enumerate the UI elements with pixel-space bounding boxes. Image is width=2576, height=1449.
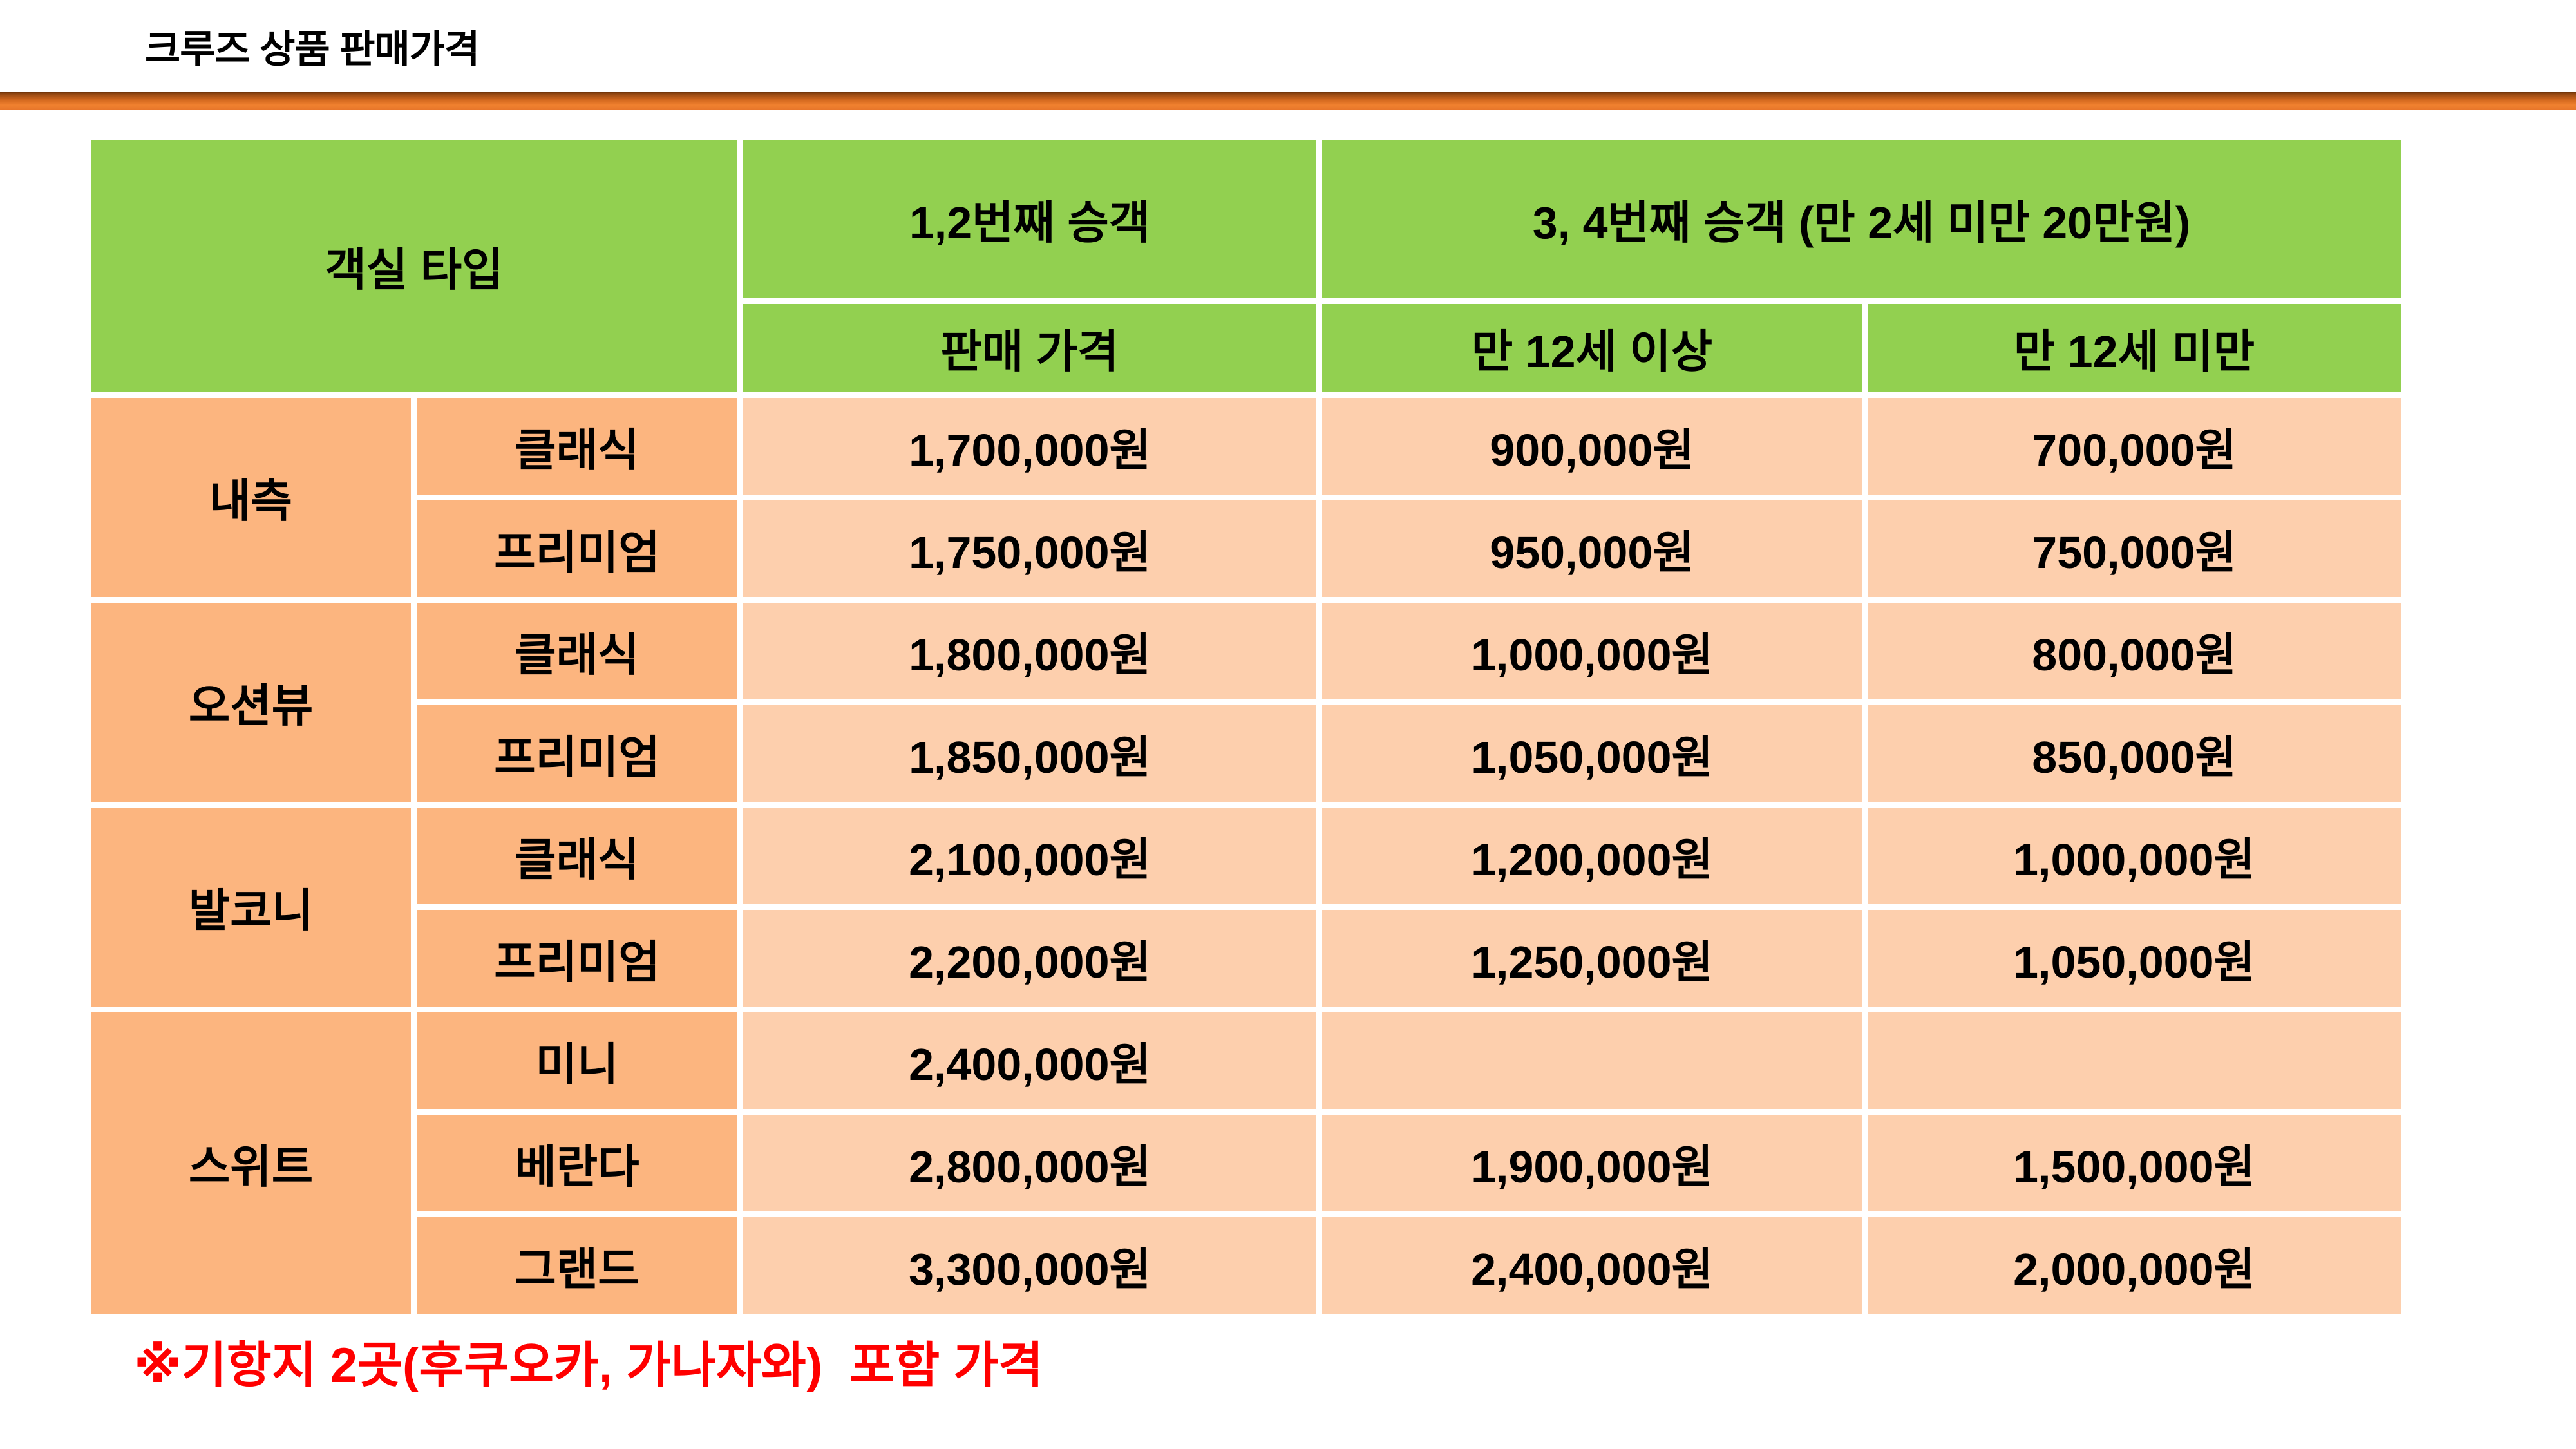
cell-sale-price: 1,700,000원 [743, 398, 1316, 495]
cell-tier: 프리미엄 [417, 500, 737, 597]
table-row-balcony-classic: 발코니 클래식 2,100,000원 1,200,000원 1,000,000원 [91, 808, 2401, 1007]
cell-under12: 1,500,000원 [1868, 1115, 2401, 1211]
header-age-12-over: 만 12세 이상 [1322, 304, 1862, 392]
cell-over12: 1,250,000원 [1322, 910, 1862, 1007]
group-label-inside: 내측 [91, 398, 411, 597]
cell-under12: 1,050,000원 [1868, 910, 2401, 1007]
cell-over12: 900,000원 [1322, 398, 1862, 495]
cell-tier: 프리미엄 [417, 705, 737, 802]
cell-tier: 클래식 [417, 808, 737, 904]
cell-tier: 클래식 [417, 603, 737, 699]
cell-sale-price: 2,800,000원 [743, 1115, 1316, 1211]
cell-over12: 2,400,000원 [1322, 1217, 1862, 1314]
page-title: 크루즈 상품 판매가격 [145, 28, 480, 71]
cell-over12: 1,050,000원 [1322, 705, 1862, 802]
table-row-balcony-premium: 프리미엄 2,200,000원 1,250,000원 1,050,000원 [91, 910, 2401, 1007]
cell-under12: 1,000,000원 [1868, 808, 2401, 904]
cell-over12: 950,000원 [1322, 500, 1862, 597]
group-label-oceanview: 오션뷰 [91, 603, 411, 802]
table-row-inside-premium: 프리미엄 1,750,000원 950,000원 750,000원 [91, 500, 2401, 597]
cell-under12: 750,000원 [1868, 500, 2401, 597]
cell-sale-price: 2,100,000원 [743, 808, 1316, 904]
header-row-2: 판매 가격 만 12세 이상 만 12세 미만 [91, 304, 2401, 392]
cell-tier: 그랜드 [417, 1217, 737, 1314]
cell-tier: 프리미엄 [417, 910, 737, 1007]
header-room-type: 객실 타입 [91, 140, 737, 392]
header-passenger-1-2: 1,2번째 승객 [743, 140, 1316, 298]
cell-under12: 800,000원 [1868, 603, 2401, 699]
cell-under12: 850,000원 [1868, 705, 2401, 802]
cell-over12 [1322, 1012, 1862, 1109]
cell-under12: 700,000원 [1868, 398, 2401, 495]
table-row-suite-veranda: 베란다 2,800,000원 1,900,000원 1,500,000원 [91, 1115, 2401, 1211]
cell-sale-price: 2,200,000원 [743, 910, 1316, 1007]
table-row-inside-classic: 내측 클래식 1,700,000원 900,000원 700,000원 [91, 398, 2401, 597]
table-row-oceanview-premium: 프리미엄 1,850,000원 1,050,000원 850,000원 [91, 705, 2401, 802]
cell-tier: 미니 [417, 1012, 737, 1109]
cell-under12: 2,000,000원 [1868, 1217, 2401, 1314]
table-row-suite-grand: 그랜드 3,300,000원 2,400,000원 2,000,000원 [91, 1217, 2401, 1314]
divider-bar [0, 92, 2576, 110]
header-row-1: 객실 타입 1,2번째 승객 3, 4번째 승객 (만 2세 미만 20만원) [91, 140, 2401, 392]
cell-over12: 1,900,000원 [1322, 1115, 1862, 1211]
footnote: ※기항지 2곳(후쿠오카, 가나자와) 포함 가격 [134, 1338, 1044, 1393]
cell-tier: 클래식 [417, 398, 737, 495]
cell-sale-price: 1,800,000원 [743, 603, 1316, 699]
group-label-balcony: 발코니 [91, 808, 411, 1007]
cell-sale-price: 2,400,000원 [743, 1012, 1316, 1109]
cell-over12: 1,200,000원 [1322, 808, 1862, 904]
price-table: 객실 타입 1,2번째 승객 3, 4번째 승객 (만 2세 미만 20만원) … [85, 135, 2407, 1320]
table-row-oceanview-classic: 오션뷰 클래식 1,800,000원 1,000,000원 800,000원 [91, 603, 2401, 802]
header-sale-price: 판매 가격 [743, 304, 1316, 392]
cell-under12 [1868, 1012, 2401, 1109]
header-age-12-under: 만 12세 미만 [1868, 304, 2401, 392]
cell-sale-price: 3,300,000원 [743, 1217, 1316, 1314]
group-label-suite: 스위트 [91, 1012, 411, 1314]
cell-over12: 1,000,000원 [1322, 603, 1862, 699]
cell-sale-price: 1,850,000원 [743, 705, 1316, 802]
cell-tier: 베란다 [417, 1115, 737, 1211]
table-row-suite-mini: 스위트 미니 2,400,000원 [91, 1012, 2401, 1314]
header-passenger-3-4: 3, 4번째 승객 (만 2세 미만 20만원) [1322, 140, 2401, 298]
cell-sale-price: 1,750,000원 [743, 500, 1316, 597]
